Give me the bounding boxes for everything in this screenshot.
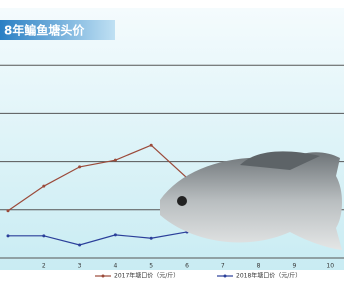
x-tick-label: 3 xyxy=(78,263,82,270)
data-point xyxy=(114,159,117,162)
x-tick-label: 9 xyxy=(292,263,296,270)
data-point xyxy=(42,185,45,188)
x-tick-label: 7 xyxy=(221,263,225,270)
chart-title: 8年鳊鱼塘头价 xyxy=(4,23,85,38)
x-tick-label: 2 xyxy=(42,263,46,270)
data-point xyxy=(114,233,117,236)
data-point xyxy=(78,243,81,246)
legend-marker xyxy=(102,275,105,278)
x-tick-label: 10 xyxy=(326,263,334,270)
data-point xyxy=(150,144,153,147)
data-point xyxy=(150,237,153,240)
data-point xyxy=(7,209,10,212)
x-tick-label: 6 xyxy=(185,263,189,270)
x-tick-label: 5 xyxy=(149,263,153,270)
x-tick-label: 4 xyxy=(113,263,117,270)
x-tick-label: 8 xyxy=(257,263,261,270)
data-point xyxy=(7,234,10,237)
fish-eye xyxy=(177,196,187,206)
legend-marker xyxy=(224,275,227,278)
data-point xyxy=(78,165,81,168)
data-point xyxy=(42,234,45,237)
page: {"chart_data": {"type": "line", "title":… xyxy=(0,0,344,297)
chart: 8年鳊鱼塘头价 2 3 4 5 6 7 8 9 10 2017年塘口价（元/斤） 2018年塘口价… xyxy=(0,0,344,297)
legend-label: 2018年塘口价（元/斤） xyxy=(236,272,301,280)
legend-label: 2017年塘口价（元/斤） xyxy=(114,272,179,280)
